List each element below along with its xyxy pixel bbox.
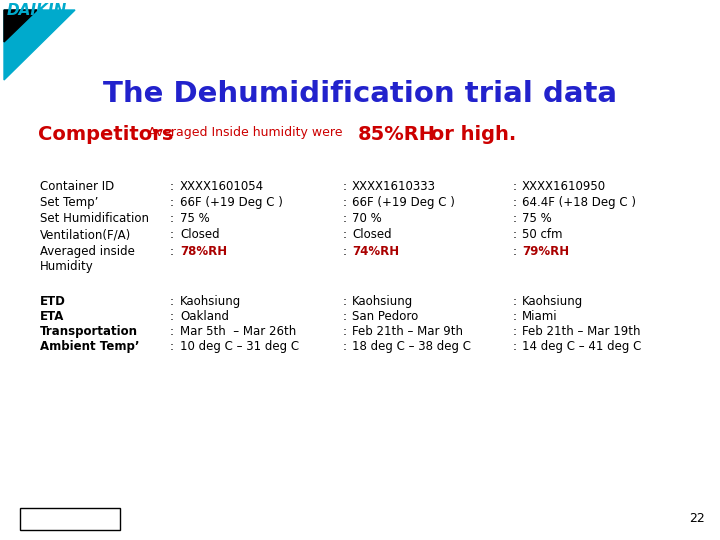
Bar (20, 508, 120, 530)
Text: :: : (513, 196, 517, 209)
Text: :: : (170, 196, 174, 209)
Text: 75 %: 75 % (522, 212, 552, 225)
Text: :: : (343, 212, 347, 225)
Text: XXXX1610333: XXXX1610333 (352, 180, 436, 193)
Text: Set Humidification: Set Humidification (40, 212, 149, 225)
Text: :: : (343, 228, 347, 241)
Text: :: : (343, 325, 347, 338)
Polygon shape (4, 10, 37, 42)
Text: :: : (170, 340, 174, 353)
Text: CONFIDENTIAL: CONFIDENTIAL (32, 513, 108, 523)
Text: 74%RH: 74%RH (352, 245, 399, 258)
Text: Averaged inside: Averaged inside (40, 245, 135, 258)
Text: :: : (343, 196, 347, 209)
Text: Kaohsiung: Kaohsiung (522, 295, 583, 308)
Text: Closed: Closed (180, 228, 220, 241)
Polygon shape (4, 10, 75, 80)
Text: :: : (343, 245, 347, 258)
Text: 66F (+19 Deg C ): 66F (+19 Deg C ) (180, 196, 283, 209)
Text: :: : (513, 180, 517, 193)
Text: Kaohsiung: Kaohsiung (180, 295, 241, 308)
Text: Closed: Closed (352, 228, 392, 241)
Text: 18 deg C – 38 deg C: 18 deg C – 38 deg C (352, 340, 471, 353)
Text: :: : (170, 212, 174, 225)
Text: 10 deg C – 31 deg C: 10 deg C – 31 deg C (180, 340, 299, 353)
Text: Oakland: Oakland (180, 310, 229, 323)
Text: or high.: or high. (424, 125, 516, 144)
Text: 14 deg C – 41 deg C: 14 deg C – 41 deg C (522, 340, 642, 353)
Text: ETA: ETA (40, 310, 64, 323)
Text: :: : (513, 295, 517, 308)
Text: 22: 22 (689, 512, 705, 525)
Text: Humidity: Humidity (40, 260, 94, 273)
Text: Kaohsiung: Kaohsiung (352, 295, 413, 308)
Text: :: : (170, 228, 174, 241)
Text: :: : (513, 310, 517, 323)
Text: Competitors: Competitors (38, 125, 174, 144)
Text: 64.4F (+18 Deg C ): 64.4F (+18 Deg C ) (522, 196, 636, 209)
Text: Transportation: Transportation (40, 325, 138, 338)
Text: :: : (170, 325, 174, 338)
Text: 66F (+19 Deg C ): 66F (+19 Deg C ) (352, 196, 455, 209)
Text: :: : (343, 295, 347, 308)
Text: Ventilation(F/A): Ventilation(F/A) (40, 228, 131, 241)
Text: Feb 21th – Mar 9th: Feb 21th – Mar 9th (352, 325, 463, 338)
Text: Set Temp’: Set Temp’ (40, 196, 99, 209)
Text: 78%RH: 78%RH (180, 245, 227, 258)
Text: 85%RH: 85%RH (358, 125, 436, 144)
Text: The Dehumidification trial data: The Dehumidification trial data (103, 80, 617, 108)
Text: Mar 5th  – Mar 26th: Mar 5th – Mar 26th (180, 325, 296, 338)
Text: San Pedoro: San Pedoro (352, 310, 418, 323)
Text: :: : (513, 228, 517, 241)
Text: :: : (170, 310, 174, 323)
Text: XXXX1601054: XXXX1601054 (180, 180, 264, 193)
Text: :: : (513, 325, 517, 338)
Text: :: : (170, 180, 174, 193)
Text: :: : (343, 310, 347, 323)
Text: :: : (170, 295, 174, 308)
Text: :: : (513, 245, 517, 258)
Text: 75 %: 75 % (180, 212, 210, 225)
Text: Container ID: Container ID (40, 180, 114, 193)
Text: 50 cfm: 50 cfm (522, 228, 562, 241)
Text: :: : (170, 245, 174, 258)
Text: Ambient Temp’: Ambient Temp’ (40, 340, 140, 353)
Text: Averaged Inside humidity were: Averaged Inside humidity were (148, 126, 343, 139)
Text: :: : (343, 180, 347, 193)
Text: 70 %: 70 % (352, 212, 382, 225)
Text: Miami: Miami (522, 310, 557, 323)
Text: :: : (513, 212, 517, 225)
Text: :: : (343, 340, 347, 353)
Text: ETD: ETD (40, 295, 66, 308)
Text: DAIKIN: DAIKIN (7, 3, 67, 18)
Text: XXXX1610950: XXXX1610950 (522, 180, 606, 193)
Text: :: : (513, 340, 517, 353)
Text: Feb 21th – Mar 19th: Feb 21th – Mar 19th (522, 325, 641, 338)
Text: 79%RH: 79%RH (522, 245, 569, 258)
